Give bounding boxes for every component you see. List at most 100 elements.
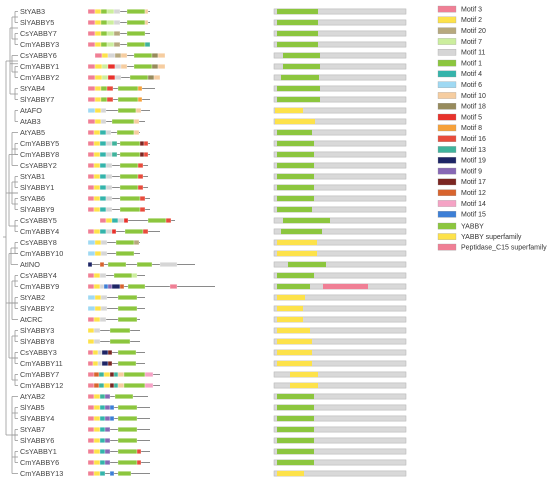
motif-block <box>93 141 101 146</box>
motif-block <box>87 75 96 80</box>
motif-block <box>107 262 127 267</box>
motif-block <box>109 328 131 333</box>
motif-legend-label: Motif 11 <box>461 50 485 57</box>
gene-label: SlYABBY8 <box>20 337 54 346</box>
motif-block <box>111 284 121 289</box>
gene-label: CsYABBY3 <box>20 348 57 357</box>
domain-track <box>273 404 407 411</box>
domain-legend: YABBY YABBY superfamily Peptidase_C15 supe… <box>437 222 547 251</box>
motif-legend-swatch <box>437 157 457 164</box>
motif-block <box>117 449 138 454</box>
motif-legend-label: Motif 10 <box>461 93 486 100</box>
motif-block <box>107 350 113 355</box>
motif-block <box>126 31 146 36</box>
motif-block <box>99 174 107 179</box>
motif-block <box>94 64 103 69</box>
motif-block <box>113 42 121 47</box>
motif-block <box>87 163 95 168</box>
motif-block <box>94 306 102 311</box>
motif-block <box>99 163 107 168</box>
motif-block <box>133 53 153 58</box>
motif-legend-swatch <box>437 211 457 218</box>
motif-legend-label: Motif 7 <box>461 39 482 46</box>
gene-label: CmYABBY7 <box>20 370 59 379</box>
motif-block <box>101 361 109 366</box>
domain-legend-label: YABBY superfamily <box>461 234 522 241</box>
motif-legend-label: Motif 15 <box>461 212 486 219</box>
motif-block <box>93 207 101 212</box>
motif-block <box>97 350 103 355</box>
motif-block <box>113 273 133 278</box>
domain-track <box>273 448 407 455</box>
domain-legend-swatch <box>437 233 457 240</box>
motif-legend-swatch <box>437 16 457 24</box>
motif-block <box>111 229 117 234</box>
gene-label: CsYABBY6 <box>20 51 57 60</box>
motif-structure-panel <box>87 9 215 476</box>
motif-block <box>159 262 178 267</box>
motif-block <box>136 262 153 267</box>
motif-block <box>100 240 108 245</box>
motif-block <box>87 31 96 36</box>
motif-block <box>103 284 109 289</box>
gene-label: CmYABBY10 <box>20 249 63 258</box>
motif-block <box>87 317 95 322</box>
motif-block <box>113 20 121 25</box>
motif-block <box>106 97 114 102</box>
motif-block <box>147 75 155 80</box>
motif-block <box>93 416 101 421</box>
domain-track <box>273 382 407 389</box>
domain-block <box>281 74 319 81</box>
gene-label: CmYABBY2 <box>20 73 59 82</box>
gene-label: SlYAB5 <box>20 403 45 412</box>
domain-track <box>273 129 407 136</box>
motif-legend-label: Motif 19 <box>461 158 486 165</box>
motif-block <box>94 295 102 300</box>
motif-legend-label: Motif 13 <box>461 147 486 154</box>
gene-label: StYAB2 <box>20 293 45 302</box>
motif-block <box>94 31 102 36</box>
motif-block <box>133 119 140 124</box>
domain-track <box>273 228 407 235</box>
motif-legend-label: Motif 6 <box>461 82 482 89</box>
motif-block <box>87 383 95 388</box>
domain-track <box>273 151 407 158</box>
motif-legend-swatch <box>437 59 457 67</box>
motif-legend-swatch <box>437 38 457 45</box>
motif-block <box>106 20 115 25</box>
domain-block <box>290 382 318 389</box>
motif-block <box>87 416 95 421</box>
motif-block <box>157 64 166 69</box>
motif-block <box>117 317 138 322</box>
motif-block <box>100 306 108 311</box>
motif-legend-label: Motif 18 <box>461 104 486 111</box>
domain-block <box>277 239 317 246</box>
motif-block <box>87 471 95 476</box>
motif-block <box>111 218 119 223</box>
gene-label: CmYABBY8 <box>20 150 59 159</box>
domain-track <box>273 85 407 92</box>
motif-block <box>99 427 106 432</box>
motif-block <box>151 64 159 69</box>
domain-track <box>273 118 407 125</box>
domain-block <box>277 8 318 15</box>
domain-track <box>273 470 407 477</box>
motif-block <box>93 163 101 168</box>
motif-block <box>87 372 95 377</box>
motif-block <box>87 130 95 135</box>
motif-block <box>87 141 95 146</box>
motif-legend-swatch <box>437 27 457 34</box>
domain-track <box>273 41 407 48</box>
motif-block <box>117 405 138 410</box>
motif-block <box>93 152 101 157</box>
motif-block <box>105 218 113 223</box>
motif-block <box>87 64 96 69</box>
motif-block <box>165 218 172 223</box>
motif-block <box>98 383 105 388</box>
domain-block <box>277 184 314 191</box>
domain-block <box>277 162 314 169</box>
motif-block <box>126 9 146 14</box>
domain-structure-panel <box>273 8 407 477</box>
motif-block <box>127 284 146 289</box>
motif-block <box>105 141 113 146</box>
